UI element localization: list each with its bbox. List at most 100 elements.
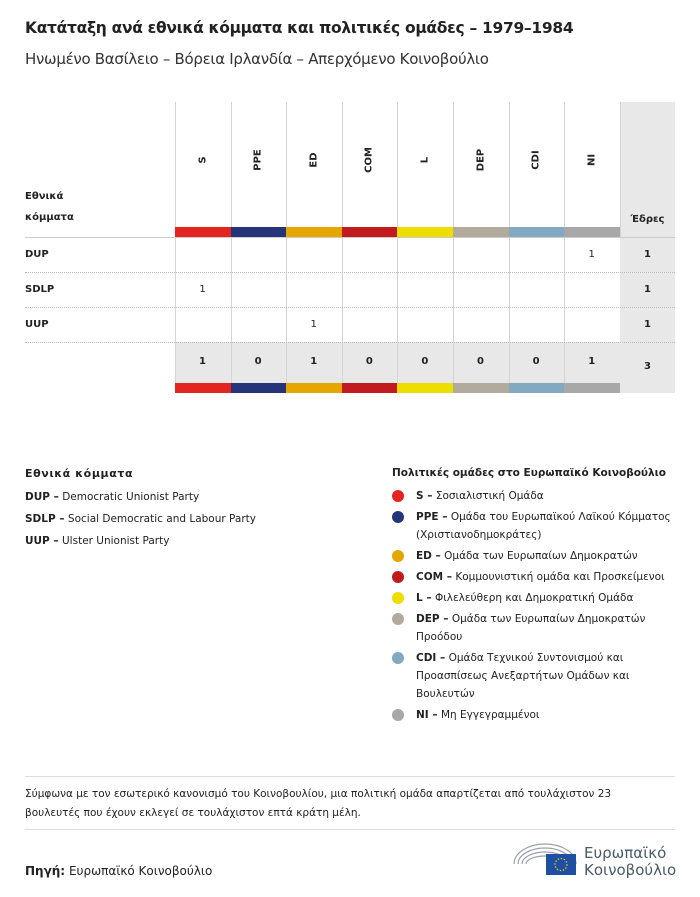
group-legend-item: DEP – Ομάδα των Ευρωπαίων Δημοκρατών Προ…	[392, 610, 677, 646]
group-legend-item: NI – Μη Εγγεγραμμένοι	[392, 706, 677, 724]
seats-header: Έδρες	[630, 214, 665, 225]
group-color-bar	[397, 383, 453, 393]
column-header-s: S	[175, 102, 230, 227]
column-header-label: CDI	[530, 150, 542, 170]
note: Σύμφωνα με τον εσωτερικό κανονισμό του Κ…	[25, 788, 612, 819]
column-divider	[341, 102, 343, 393]
group-legend-item: ED – Ομάδα των Ευρωπαίων Δημοκρατών	[392, 547, 677, 565]
group-total: 1	[588, 356, 596, 367]
group-color-dot-icon	[392, 571, 404, 583]
group-color-dot-icon	[392, 511, 404, 523]
column-divider	[508, 102, 510, 393]
group-code: ED –	[416, 550, 441, 562]
group-code: CDI –	[416, 652, 446, 664]
column-header-ni: NI	[564, 102, 619, 227]
group-color-bar	[341, 383, 398, 393]
logo-text-line1: Ευρωπαϊκό	[584, 844, 667, 862]
group-code: COM –	[416, 571, 452, 583]
group-color-bar	[397, 227, 453, 237]
party-name: Democratic Unionist Party	[62, 491, 200, 503]
column-divider	[230, 102, 232, 393]
column-header-label: COM	[363, 147, 375, 173]
column-header-ppe: PPE	[231, 102, 286, 227]
row-header: Εθνικά κόμματα	[25, 191, 74, 223]
column-divider	[564, 102, 566, 393]
national-parties-legend: Εθνικά κόμματα DUP – Democratic Unionist…	[25, 467, 355, 554]
column-divider	[175, 102, 176, 393]
source-label: Πηγή:	[25, 864, 66, 878]
group-name: Μη Εγγεγραμμένοι	[440, 709, 540, 721]
group-legend-item: S – Σοσιαλιστική Ομάδα	[392, 487, 677, 505]
group-color-bar	[508, 227, 565, 237]
group-color-bar	[564, 383, 620, 393]
party-seats: 1	[644, 284, 651, 295]
row-divider	[25, 272, 675, 273]
party-name: Ulster Unionist Party	[62, 535, 170, 547]
group-total: 0	[477, 356, 484, 367]
group-legend-item: L – Φιλελεύθερη και Δημοκρατική Ομάδα	[392, 589, 677, 607]
source-value: Ευρωπαϊκό Κοινοβούλιο	[68, 864, 213, 878]
group-color-bar	[286, 227, 342, 237]
party-code: SDLP	[25, 284, 55, 295]
total-seats: 3	[644, 361, 651, 372]
national-party-item: DUP – Democratic Unionist Party	[25, 488, 355, 506]
group-color-dot-icon	[392, 709, 404, 721]
group-color-bar	[508, 383, 565, 393]
column-header-label: DEP	[475, 148, 486, 172]
group-code: NI –	[416, 709, 438, 721]
group-name: Ομάδα των Ευρωπαίων Δημοκρατών Προόδου	[416, 613, 646, 643]
group-color-bar	[230, 227, 287, 237]
party-code: UUP –	[25, 535, 59, 547]
group-total: 0	[421, 356, 429, 367]
group-color-dot-icon	[392, 550, 404, 562]
row-divider	[25, 307, 675, 308]
group-total: 0	[365, 356, 373, 367]
column-header-com: COM	[342, 102, 397, 227]
seat-count: 1	[199, 284, 206, 295]
group-name: Ομάδα των Ευρωπαίων Δημοκρατών	[444, 550, 638, 562]
column-header-l: L	[397, 102, 452, 227]
group-name: Κομμουνιστική ομάδα και Προσκείμενοι	[455, 571, 665, 583]
group-color-dot-icon	[392, 652, 404, 664]
group-total: 1	[310, 356, 318, 367]
logo-text-line2: Κοινοβούλιο	[584, 861, 677, 879]
column-header-ed: ED	[286, 102, 341, 227]
group-code: L –	[416, 592, 432, 604]
group-color-bar	[230, 383, 287, 393]
party-code: SDLP –	[25, 513, 65, 525]
group-color-bar	[175, 383, 231, 393]
page-subtitle: Ηνωμένο Βασίλειο – Βόρεια Ιρλανδία – Απε…	[25, 50, 489, 68]
column-header-label: S	[197, 156, 208, 164]
group-color-dot-icon	[392, 613, 404, 625]
national-party-item: UUP – Ulster Unionist Party	[25, 532, 355, 550]
column-header-dep: DEP	[453, 102, 508, 227]
group-code: S –	[416, 490, 433, 502]
group-name: Σοσιαλιστική Ομάδα	[435, 490, 544, 502]
column-header-cdi: CDI	[509, 102, 564, 227]
group-legend-item: PPE – Ομάδα του Ευρωπαϊκού Λαϊκού Κόμματ…	[392, 508, 677, 544]
national-party-item: SDLP – Social Democratic and Labour Part…	[25, 510, 355, 528]
seat-table: Εθνικά κόμματα Έδρες S 1 PPE 0 ED 1 COM 0 L 0 DEP 0…	[25, 102, 675, 393]
group-total: 0	[254, 356, 262, 367]
column-header-label: PPE	[252, 149, 264, 171]
groups-legend-heading: Πολιτικές ομάδες στο Ευρωπαϊκό Κοινοβούλ…	[392, 467, 666, 479]
column-header-label: ED	[308, 152, 320, 168]
seat-count: 1	[588, 249, 595, 260]
column-divider	[286, 102, 288, 393]
party-name: Social Democratic and Labour Party	[67, 513, 256, 525]
group-color-bar	[564, 227, 620, 237]
seats-column	[620, 102, 675, 393]
national-parties-heading: Εθνικά κόμματα	[25, 467, 134, 480]
group-color-bar	[286, 383, 342, 393]
column-divider	[620, 102, 621, 237]
column-header-label: NI	[586, 153, 598, 167]
group-color-dot-icon	[392, 490, 404, 502]
ep-logo: Ευρωπαϊκό Κοινοβούλιο	[512, 838, 682, 883]
group-color-bar	[453, 383, 509, 393]
party-code: DUP	[25, 249, 49, 260]
hemicycle-icon	[513, 843, 577, 875]
group-name: Φιλελεύθερη και Δημοκρατική Ομάδα	[434, 592, 634, 604]
row-divider	[25, 342, 675, 343]
groups-legend: Πολιτικές ομάδες στο Ευρωπαϊκό Κοινοβούλ…	[392, 467, 692, 727]
group-total: 0	[532, 356, 540, 367]
